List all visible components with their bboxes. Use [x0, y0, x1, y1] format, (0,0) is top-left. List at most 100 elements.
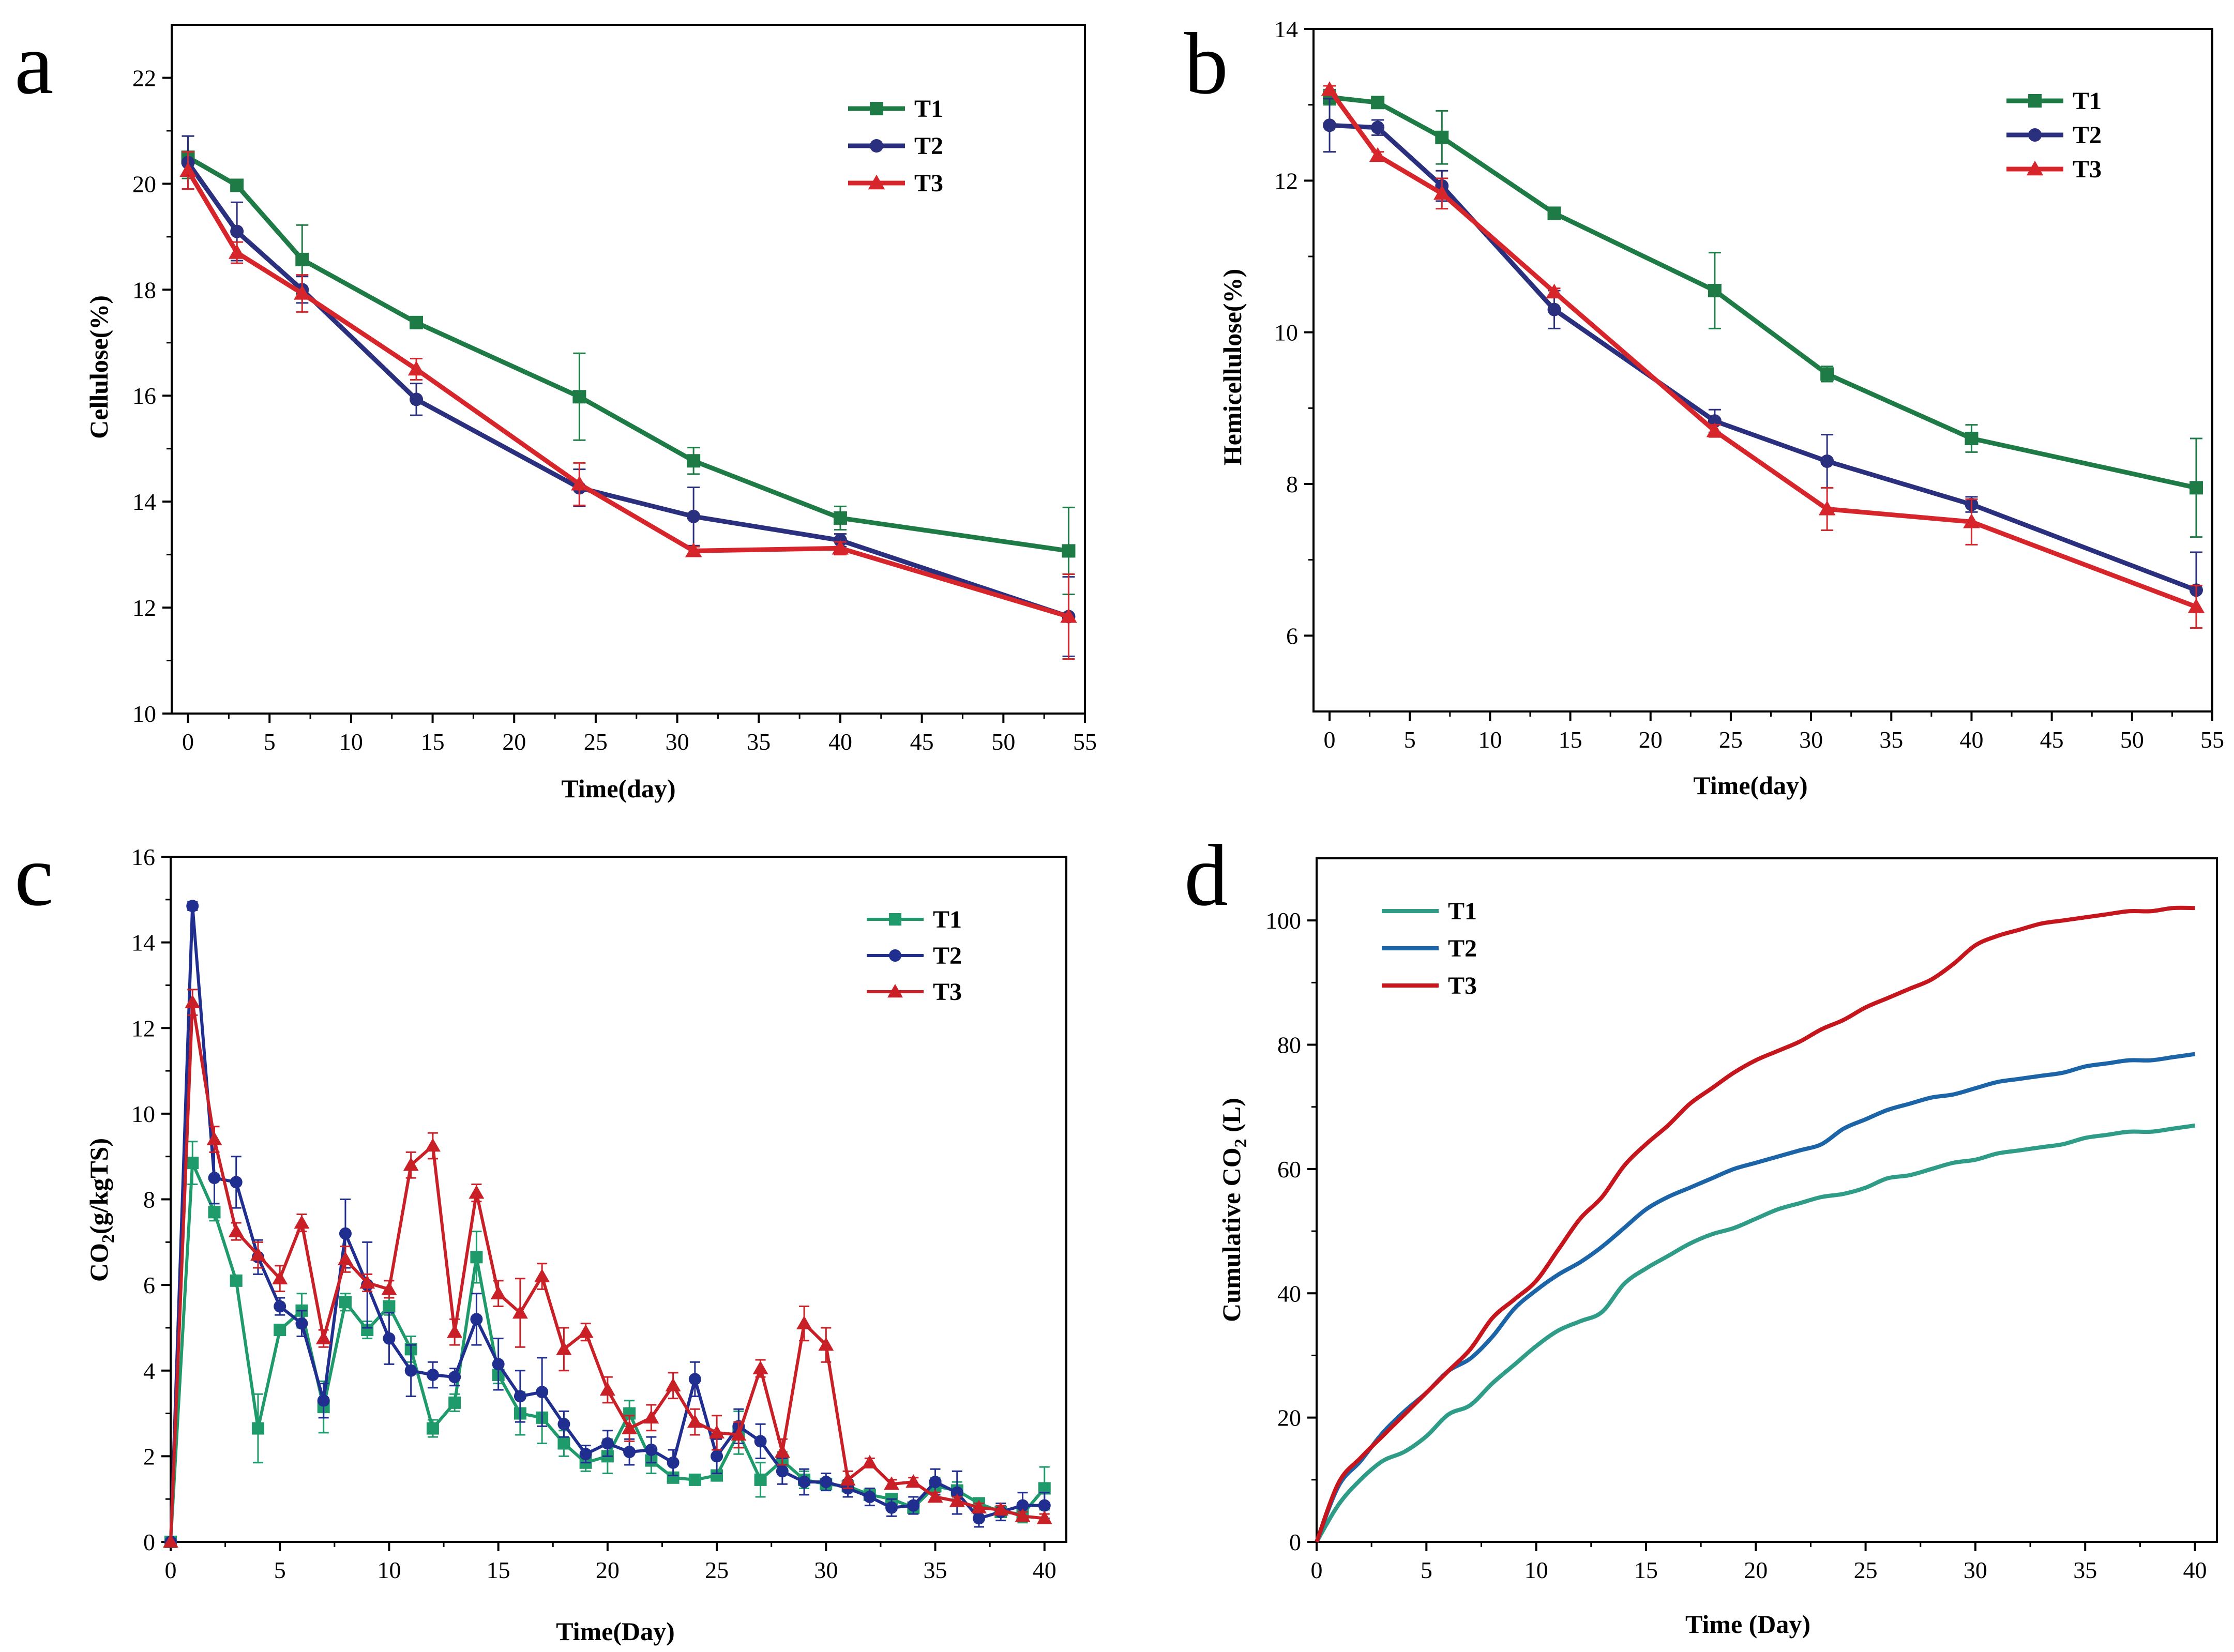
data-point [643, 1409, 659, 1424]
data-point [1433, 185, 1451, 200]
series-line [1329, 95, 2197, 490]
x-tick-label: 50 [991, 729, 1015, 755]
data-point [534, 1268, 550, 1282]
data-point [840, 1472, 856, 1486]
data-point [1369, 147, 1386, 162]
plot-frame [1312, 28, 2213, 713]
y-tick-label: 0 [1289, 1529, 1301, 1555]
x-tick-label: 5 [264, 729, 276, 755]
panel-b-hemicellulose: b 0 5 10 15 20 25 30 35 40 45 50 55 6 8 10 12 14 T1 T2 T3 T… [1184, 15, 2224, 800]
x-tick-label: 20 [1639, 726, 1663, 753]
x-tick-label: 5 [1404, 726, 1416, 753]
y-tick-label: 6 [1286, 623, 1298, 649]
data-point [863, 1491, 876, 1504]
data-point [993, 1502, 1009, 1516]
data-point [407, 360, 425, 376]
data-point [601, 1437, 614, 1450]
series-line [1315, 1123, 2196, 1543]
data-point [1371, 96, 1385, 110]
data-point [228, 1223, 244, 1237]
data-point [557, 1437, 570, 1450]
data-point [1546, 283, 1563, 299]
data-point [230, 1176, 243, 1189]
legend-marker [870, 139, 883, 153]
x-tick-label: 40 [1033, 1557, 1056, 1583]
panel-b-y-axis-title: Hemicellulose(%) [1218, 269, 1247, 465]
y-tick-label: 10 [131, 1101, 155, 1127]
data-point [272, 1270, 288, 1284]
y-tick-label: 40 [1277, 1280, 1301, 1307]
y-tick-label: 16 [131, 844, 155, 870]
data-point [208, 1206, 221, 1219]
x-tick-label: 50 [2120, 726, 2144, 753]
legend-marker [870, 102, 883, 115]
x-tick-label: 55 [2200, 726, 2224, 753]
series-line [1329, 123, 2197, 593]
x-tick-label: 0 [1311, 1557, 1323, 1583]
series-T1: T1 [181, 95, 1076, 595]
data-point [425, 1138, 441, 1152]
data-point [250, 1247, 266, 1261]
data-point [315, 1330, 331, 1344]
data-point [514, 1390, 526, 1403]
panel-b-plot: 0 5 10 15 20 25 30 35 40 45 50 55 6 8 10 12 14 T1 T2 T3 [1274, 16, 2224, 753]
x-tick-label: 35 [924, 1557, 947, 1583]
data-point [665, 1377, 681, 1391]
data-point [186, 1157, 199, 1170]
data-point [339, 1227, 352, 1240]
x-tick-label: 35 [1879, 726, 1903, 753]
data-point [448, 1371, 461, 1384]
y-tick-label: 10 [132, 701, 156, 727]
data-point [1016, 1499, 1029, 1512]
data-point [295, 1317, 308, 1330]
data-point [578, 1324, 594, 1338]
y-tick-label: 10 [1274, 320, 1298, 346]
data-point [2187, 598, 2205, 613]
y-tick-label: 14 [1274, 16, 1298, 42]
data-point [579, 1448, 592, 1461]
legend-label: T3 [1448, 972, 1477, 999]
data-point [470, 1313, 483, 1326]
data-point [230, 178, 244, 192]
data-point [230, 1274, 243, 1287]
y-tick-label: 14 [131, 930, 155, 956]
data-point [447, 1324, 463, 1338]
data-point [1708, 284, 1722, 297]
data-point [667, 1456, 680, 1469]
x-tick-label: 0 [165, 1557, 177, 1583]
x-tick-label: 30 [1799, 726, 1823, 753]
data-point [818, 1337, 834, 1351]
legend-marker [868, 174, 885, 190]
panel-c-plot: 0 5 10 15 20 25 30 35 40 0 2 4 6 8 10 12 14 16 T1 T2 T3 [131, 844, 1067, 1583]
data-point [1547, 302, 1561, 316]
x-tick-label: 40 [828, 729, 852, 755]
data-point [2189, 481, 2203, 495]
series-line [186, 161, 1069, 619]
data-point [556, 1341, 572, 1355]
y-tick-label: 12 [131, 1015, 155, 1041]
series-line [186, 169, 1069, 619]
series-T3: T3 [1321, 81, 2205, 629]
data-point [410, 392, 424, 406]
data-point [1818, 501, 1836, 516]
data-point [798, 1476, 811, 1489]
data-point [884, 1476, 900, 1490]
panel-a-plot: 0 5 10 15 20 25 30 35 40 45 50 55 10 12 14 16 18 20 22 T1 T2… [132, 24, 1097, 755]
series-line [187, 155, 1069, 553]
legend-label: T3 [914, 170, 943, 197]
panel-d-plot: 0 5 10 15 20 25 30 35 40 0 20 40 60 80 100 T1 T2 T3 [1265, 857, 2218, 1583]
series-T3: T3 [179, 151, 1077, 660]
data-point [1036, 1510, 1052, 1524]
x-tick-label: 20 [502, 729, 526, 755]
x-tick-label: 40 [1959, 726, 1983, 753]
data-point [557, 1418, 570, 1431]
x-tick-label: 15 [421, 729, 445, 755]
data-point [163, 1534, 178, 1548]
data-point [862, 1454, 878, 1469]
panel-d-x-axis-title: Time (Day) [1685, 1610, 1810, 1639]
data-point [179, 162, 197, 177]
x-tick-label: 5 [1421, 1557, 1432, 1583]
data-point [971, 1499, 987, 1513]
data-point [688, 1373, 701, 1386]
